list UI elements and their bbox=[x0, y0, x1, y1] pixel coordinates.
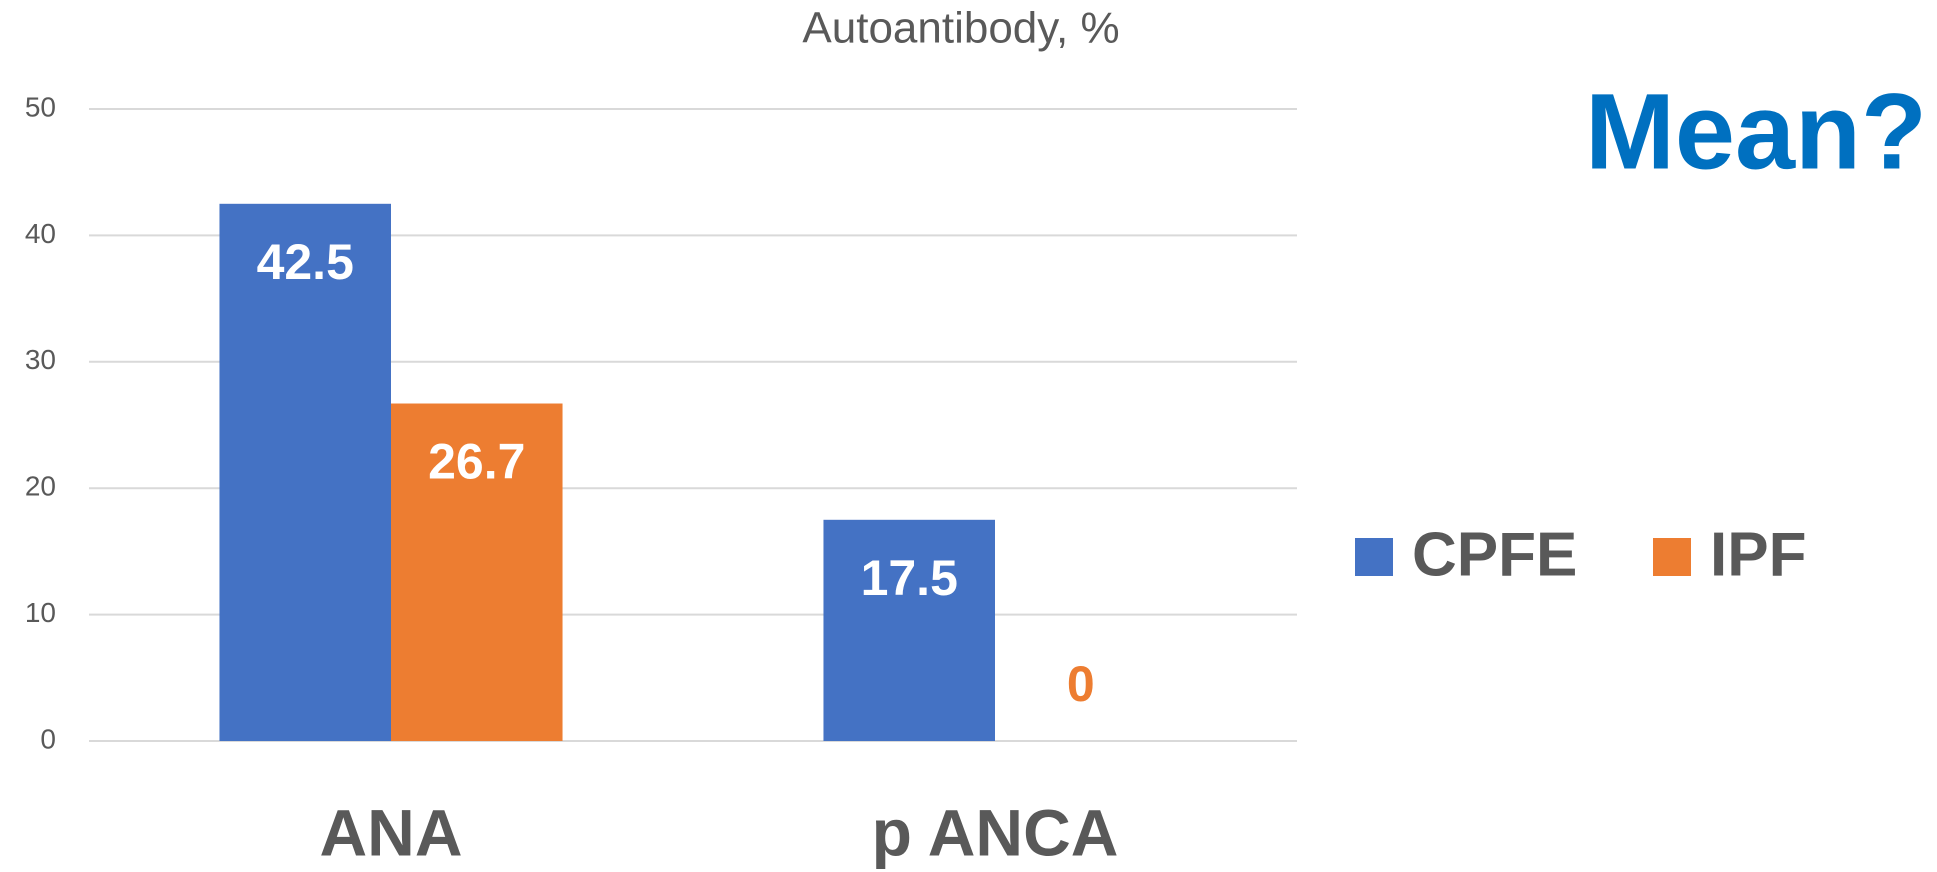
x-tick-label: ANA bbox=[320, 795, 463, 869]
legend-swatch bbox=[1355, 538, 1393, 576]
y-tick-label: 50 bbox=[25, 91, 56, 122]
y-tick-label: 10 bbox=[25, 597, 56, 628]
legend-label: IPF bbox=[1710, 520, 1806, 589]
bar bbox=[219, 203, 391, 742]
y-tick-label: 20 bbox=[25, 471, 56, 502]
chart-title: Autoantibody, % bbox=[802, 4, 1119, 53]
y-tick-label: 30 bbox=[25, 344, 56, 375]
legend-label: CPFE bbox=[1412, 520, 1577, 589]
y-tick-label: 40 bbox=[25, 218, 56, 249]
data-label: 0 bbox=[1067, 656, 1095, 712]
data-label: 17.5 bbox=[861, 550, 958, 606]
bar bbox=[391, 403, 563, 741]
bar bbox=[823, 519, 995, 741]
data-label: 26.7 bbox=[428, 434, 525, 490]
x-tick-label: p ANCA bbox=[872, 795, 1119, 869]
data-label: 42.5 bbox=[257, 234, 354, 290]
y-tick-label: 0 bbox=[40, 723, 56, 754]
legend-swatch bbox=[1653, 538, 1691, 576]
annotation: Mean? bbox=[1585, 71, 1927, 192]
